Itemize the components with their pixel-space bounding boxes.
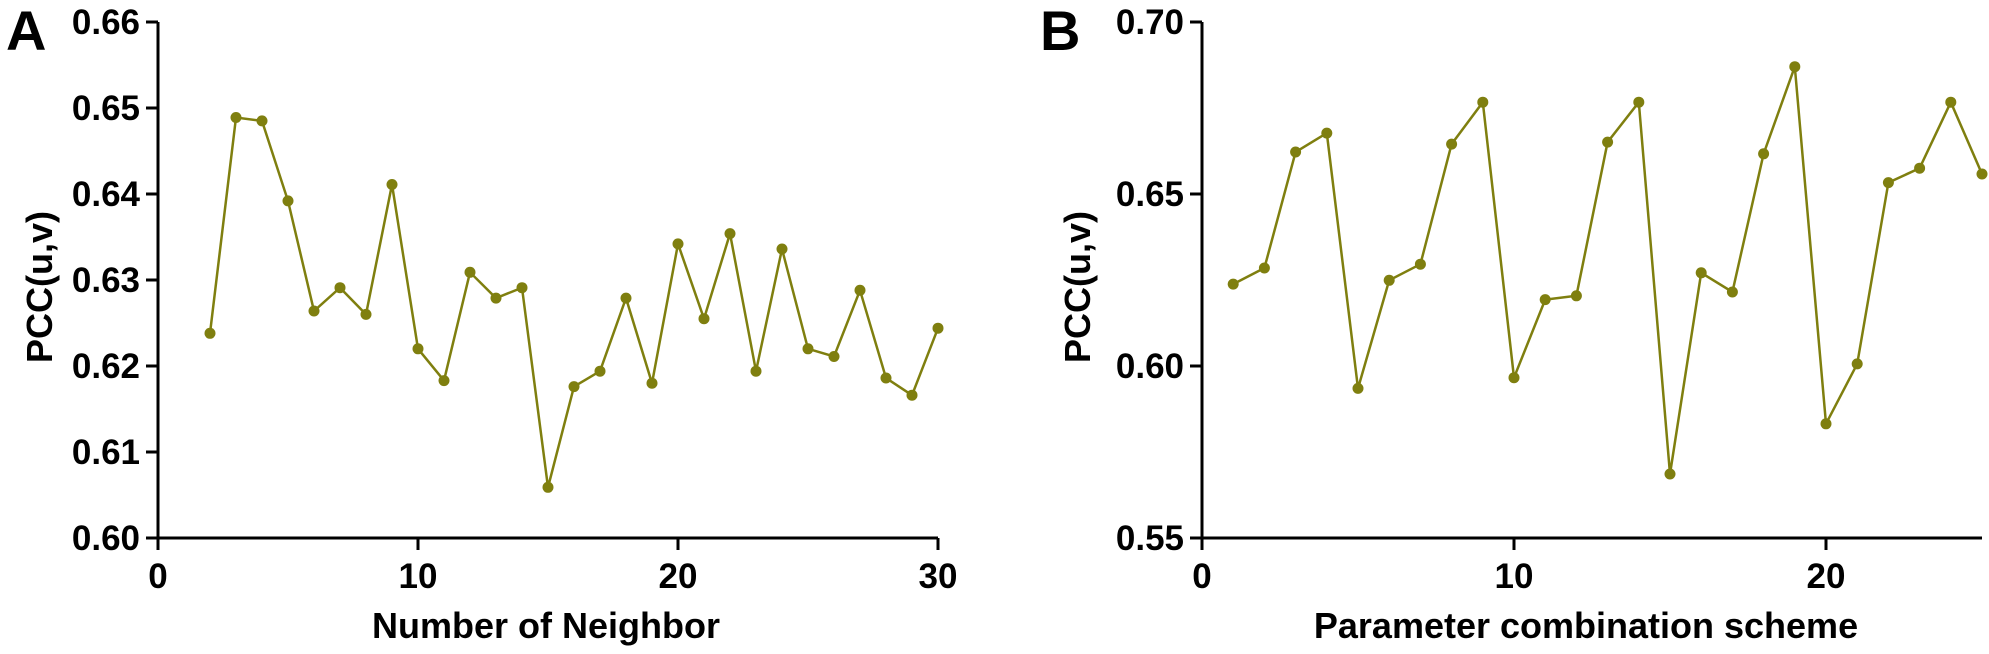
data-point-b-18: [1789, 61, 1801, 73]
data-point-b-15: [1695, 267, 1707, 279]
series-line-a: [208, 116, 940, 488]
x-axis-label-a: Number of Neighbor: [372, 605, 720, 646]
data-point-a-19: [698, 313, 710, 325]
y-tick-label-a-0: 0.60: [72, 519, 140, 558]
data-point-b-21: [1882, 177, 1894, 189]
data-point-a-1: [230, 112, 242, 123]
data-point-a-24: [828, 351, 840, 362]
y-axis-label-a: PCC(u,v): [19, 211, 60, 363]
panel-label-b: B: [1040, 0, 1080, 62]
data-point-b-14: [1664, 468, 1676, 480]
x-tick-label-b-2: 20: [1807, 557, 1846, 596]
x-tick-label-b-0: 0: [1192, 557, 1211, 596]
data-point-b-1: [1258, 262, 1270, 274]
chart-panel-b: B PCC(u,v) Parameter combination scheme …: [1040, 0, 1988, 646]
x-tick-label-a-0: 0: [148, 557, 167, 596]
data-point-b-17: [1758, 148, 1770, 160]
chart-panel-a: A PCC(u,v) Number of Neighbor 0.60 0.61 0.…: [6, 0, 957, 646]
data-point-b-13: [1633, 96, 1645, 108]
data-point-a-4: [308, 305, 320, 317]
data-point-a-21: [750, 365, 762, 377]
x-tick-label-a-2: 20: [659, 557, 698, 596]
data-point-a-20: [724, 228, 736, 240]
data-point-a-5: [334, 282, 346, 294]
x-tick-label-a-3: 30: [919, 557, 958, 596]
data-point-b-3: [1321, 127, 1333, 139]
data-point-b-19: [1820, 418, 1832, 430]
data-point-a-0: [204, 327, 216, 339]
data-point-a-15: [594, 365, 606, 377]
data-point-b-7: [1446, 138, 1458, 150]
data-point-a-9: [438, 375, 450, 387]
data-point-b-24: [1976, 168, 1988, 180]
x-tick-label-b-1: 10: [1495, 557, 1534, 596]
y-tick-label-b-3: 0.70: [1116, 3, 1184, 42]
data-point-b-12: [1602, 136, 1614, 148]
x-axis-label-b: Parameter combination scheme: [1314, 605, 1858, 646]
data-point-a-2: [256, 115, 268, 127]
y-tick-label-a-5: 0.65: [72, 89, 140, 128]
data-point-a-26: [880, 372, 892, 384]
data-point-a-3: [282, 195, 294, 207]
data-point-b-11: [1570, 290, 1582, 302]
data-point-a-27: [906, 389, 918, 401]
y-tick-label-a-4: 0.64: [72, 175, 141, 214]
data-point-b-10: [1539, 294, 1551, 306]
data-point-a-18: [672, 238, 684, 250]
series-line-b: [1232, 66, 1984, 475]
data-point-a-8: [412, 343, 424, 355]
data-point-b-23: [1945, 96, 1957, 108]
data-point-b-0: [1227, 278, 1239, 290]
data-point-a-12: [516, 282, 528, 294]
y-axis-label-b: PCC(u,v): [1057, 211, 1098, 363]
data-point-b-20: [1851, 358, 1863, 370]
data-point-a-14: [568, 381, 580, 393]
data-point-a-23: [802, 343, 814, 355]
data-point-a-6: [360, 308, 372, 320]
data-point-a-16: [620, 292, 632, 304]
data-point-a-17: [646, 377, 658, 389]
y-tick-label-b-0: 0.55: [1116, 519, 1184, 558]
y-tick-label-b-2: 0.65: [1116, 175, 1184, 214]
x-tick-label-a-1: 10: [399, 557, 438, 596]
data-point-a-22: [776, 243, 788, 255]
data-point-b-8: [1477, 96, 1489, 108]
data-point-b-4: [1352, 382, 1364, 394]
data-point-a-10: [464, 266, 476, 278]
data-point-b-6: [1414, 258, 1426, 270]
data-point-a-11: [490, 292, 502, 304]
y-tick-label-a-2: 0.62: [72, 347, 140, 386]
data-point-b-2: [1290, 146, 1302, 158]
data-point-b-5: [1383, 274, 1395, 286]
data-point-b-9: [1508, 372, 1520, 384]
data-point-a-25: [854, 284, 866, 296]
y-tick-label-b-1: 0.60: [1116, 347, 1184, 386]
data-point-a-28: [932, 322, 944, 334]
data-point-a-13: [542, 481, 554, 493]
data-point-b-22: [1914, 162, 1926, 174]
y-tick-label-a-6: 0.66: [72, 3, 140, 42]
y-tick-label-a-1: 0.61: [72, 433, 140, 472]
data-point-a-7: [386, 179, 398, 190]
data-point-b-16: [1726, 286, 1738, 298]
panel-label-a: A: [6, 0, 46, 62]
y-tick-label-a-3: 0.63: [72, 261, 140, 300]
